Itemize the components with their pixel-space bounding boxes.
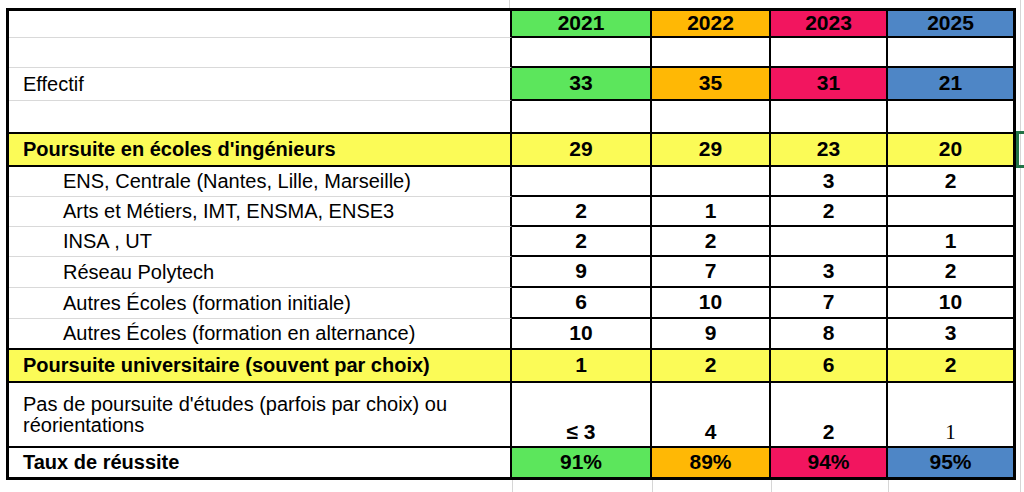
value-cell-2023-r9[interactable]: 3 bbox=[771, 257, 888, 288]
row-label-ens-centrale-nantes-lille-marseille[interactable]: ENS, Centrale (Nantes, Lille, Marseille) bbox=[9, 167, 512, 197]
row-label-pas-de-poursuite-d-etudes-parfois-par-ch[interactable]: Pas de poursuite d'études (parfois par c… bbox=[9, 383, 512, 448]
value-cell-2022-r3[interactable]: 35 bbox=[652, 68, 771, 101]
row-label-poursuite-universitaire-souvent-par-choi[interactable]: Poursuite universitaire (souvent par cho… bbox=[9, 350, 512, 383]
value-cell-2021-r8[interactable]: 2 bbox=[512, 227, 652, 257]
row-label-autres-ecoles-formation-initiale[interactable]: Autres Écoles (formation initiale) bbox=[9, 288, 512, 319]
gridline-stub bbox=[888, 480, 889, 492]
value-cell-2023-r12[interactable]: 6 bbox=[771, 350, 888, 383]
value-cell-2022-r2[interactable] bbox=[652, 38, 771, 68]
row-label-empty[interactable] bbox=[9, 11, 512, 38]
value-cell-2022-r5[interactable]: 29 bbox=[652, 134, 771, 167]
spreadsheet-view: 2021202220232025Effectif33353121Poursuit… bbox=[0, 0, 1024, 492]
value-cell-2023-r7[interactable]: 2 bbox=[771, 197, 888, 227]
row-label-autres-ecoles-formation-en-alternance[interactable]: Autres Écoles (formation en alternance) bbox=[9, 319, 512, 350]
value-cell-2022-r9[interactable]: 7 bbox=[652, 257, 771, 288]
value-cell-2025-r12[interactable]: 2 bbox=[888, 350, 1013, 383]
value-cell-2025-r9[interactable]: 2 bbox=[888, 257, 1013, 288]
value-cell-2021-r3[interactable]: 33 bbox=[512, 68, 652, 101]
year-header-2021[interactable]: 2021 bbox=[512, 11, 652, 38]
value-cell-2022-r11[interactable]: 9 bbox=[652, 319, 771, 350]
value-cell-2023-r8[interactable] bbox=[771, 227, 888, 257]
gridline-stub bbox=[509, 0, 510, 8]
gridline-stub bbox=[652, 480, 653, 492]
value-cell-2025-r7[interactable] bbox=[888, 197, 1013, 227]
value-cell-2022-r7[interactable]: 1 bbox=[652, 197, 771, 227]
value-cell-2022-r13[interactable]: 4 bbox=[652, 383, 771, 448]
value-cell-2023-r10[interactable]: 7 bbox=[771, 288, 888, 319]
value-cell-2022-r6[interactable] bbox=[652, 167, 771, 197]
value-cell-2025-r3[interactable]: 21 bbox=[888, 68, 1013, 101]
value-cell-2022-r14[interactable]: 89% bbox=[652, 448, 771, 477]
value-cell-2025-r10[interactable]: 10 bbox=[888, 288, 1013, 319]
value-cell-2021-r12[interactable]: 1 bbox=[512, 350, 652, 383]
value-cell-2025-r14[interactable]: 95% bbox=[888, 448, 1013, 477]
value-cell-2025-r6[interactable]: 2 bbox=[888, 167, 1013, 197]
value-cell-2025-r13[interactable]: 1 bbox=[888, 383, 1013, 448]
value-cell-2021-r2[interactable] bbox=[512, 38, 652, 68]
value-cell-2025-r2[interactable] bbox=[888, 38, 1013, 68]
value-cell-2021-r7[interactable]: 2 bbox=[512, 197, 652, 227]
row-label-taux-de-reussite[interactable]: Taux de réussite bbox=[9, 448, 512, 477]
year-header-2022[interactable]: 2022 bbox=[652, 11, 771, 38]
value-cell-2021-r4[interactable] bbox=[512, 101, 652, 134]
gridline-stub bbox=[771, 480, 772, 492]
value-cell-2023-r5[interactable]: 23 bbox=[771, 134, 888, 167]
row-label-reseau-polytech[interactable]: Réseau Polytech bbox=[9, 257, 512, 288]
results-table: 2021202220232025Effectif33353121Poursuit… bbox=[6, 8, 1016, 480]
row-label-poursuite-en-ecoles-d-ingenieurs[interactable]: Poursuite en écoles d'ingénieurs bbox=[9, 134, 512, 167]
value-cell-2023-r14[interactable]: 94% bbox=[771, 448, 888, 477]
value-cell-2023-r2[interactable] bbox=[771, 38, 888, 68]
row-label-empty[interactable] bbox=[9, 101, 512, 134]
value-cell-2022-r10[interactable]: 10 bbox=[652, 288, 771, 319]
value-cell-2022-r12[interactable]: 2 bbox=[652, 350, 771, 383]
value-cell-2023-r4[interactable] bbox=[771, 101, 888, 134]
value-cell-2021-r14[interactable]: 91% bbox=[512, 448, 652, 477]
value-cell-2021-r11[interactable]: 10 bbox=[512, 319, 652, 350]
value-cell-2023-r6[interactable]: 3 bbox=[771, 167, 888, 197]
gridline-stub bbox=[1020, 0, 1021, 492]
value-cell-2023-r11[interactable]: 8 bbox=[771, 319, 888, 350]
value-cell-2021-r9[interactable]: 9 bbox=[512, 257, 652, 288]
year-header-2025[interactable]: 2025 bbox=[888, 11, 1013, 38]
row-label-empty[interactable] bbox=[9, 38, 512, 68]
value-cell-2025-r11[interactable]: 3 bbox=[888, 319, 1013, 350]
row-label-effectif[interactable]: Effectif bbox=[9, 68, 512, 101]
year-header-2023[interactable]: 2023 bbox=[771, 11, 888, 38]
value-cell-2021-r13[interactable]: ≤ 3 bbox=[512, 383, 652, 448]
selection-indicator bbox=[1016, 131, 1024, 168]
value-cell-2025-r8[interactable]: 1 bbox=[888, 227, 1013, 257]
gridline-stub bbox=[512, 480, 513, 492]
value-cell-2021-r10[interactable]: 6 bbox=[512, 288, 652, 319]
row-label-insa-ut[interactable]: INSA , UT bbox=[9, 227, 512, 257]
value-cell-2023-r13[interactable]: 2 bbox=[771, 383, 888, 448]
row-label-arts-et-metiers-imt-ensma-ense3[interactable]: Arts et Métiers, IMT, ENSMA, ENSE3 bbox=[9, 197, 512, 227]
value-cell-2025-r4[interactable] bbox=[888, 101, 1013, 134]
value-cell-2021-r5[interactable]: 29 bbox=[512, 134, 652, 167]
value-cell-2025-r5[interactable]: 20 bbox=[888, 134, 1013, 167]
value-cell-2022-r4[interactable] bbox=[652, 101, 771, 134]
value-cell-2021-r6[interactable] bbox=[512, 167, 652, 197]
value-cell-2023-r3[interactable]: 31 bbox=[771, 68, 888, 101]
value-cell-2022-r8[interactable]: 2 bbox=[652, 227, 771, 257]
